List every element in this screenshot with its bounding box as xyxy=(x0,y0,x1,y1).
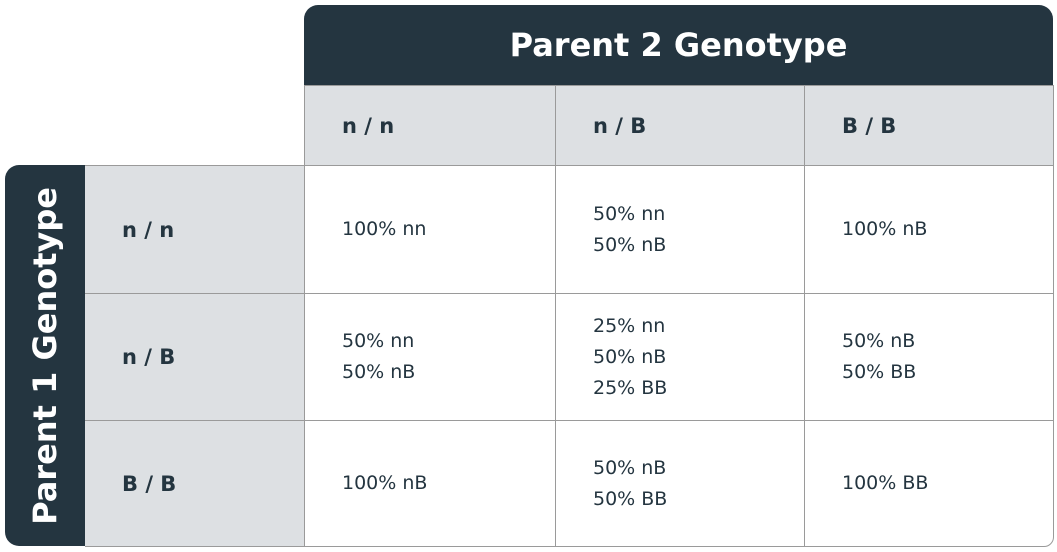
cell-line: 50% nB xyxy=(593,233,667,256)
cell-line: 100% BB xyxy=(842,472,929,494)
cell-line: 50% nn xyxy=(342,330,415,352)
cell-line: 100% nn xyxy=(342,218,427,240)
table-cell: 50% nn 50% nB xyxy=(304,293,556,421)
table-cell: 50% nn 50% nB xyxy=(555,165,805,294)
row-title: Parent 1 Genotype xyxy=(26,186,64,525)
table-cell: 100% nn xyxy=(304,165,556,294)
table-cell: 50% nB 50% BB xyxy=(555,420,805,547)
cell-line: 50% BB xyxy=(842,361,917,383)
column-header: n / n xyxy=(304,85,556,166)
cell-line: 50% nB xyxy=(593,345,667,368)
row-header: n / n xyxy=(85,165,305,294)
column-header: B / B xyxy=(804,85,1054,166)
table-cell: 25% nn 50% nB 25% BB xyxy=(555,293,805,421)
cell-line: 50% nn xyxy=(593,202,666,225)
cell-line: 25% nn xyxy=(593,314,666,337)
column-header: n / B xyxy=(555,85,805,166)
row-header: n / B xyxy=(85,293,305,421)
column-title: Parent 2 Genotype xyxy=(304,5,1053,85)
cell-line: 100% nB xyxy=(842,218,928,240)
table-cell: 100% BB xyxy=(804,420,1054,547)
row-header: B / B xyxy=(85,420,305,547)
table-cell: 100% nB xyxy=(804,165,1054,294)
cell-line: 25% BB xyxy=(593,376,668,399)
cell-line: 50% BB xyxy=(593,487,668,510)
cell-line: 50% nB xyxy=(342,361,416,383)
table-cell: 50% nB 50% BB xyxy=(804,293,1054,421)
cell-line: 100% nB xyxy=(342,472,428,494)
row-title-box: Parent 1 Genotype xyxy=(5,165,85,546)
table-cell: 100% nB xyxy=(304,420,556,547)
cell-line: 50% nB xyxy=(593,456,667,479)
cell-line: 50% nB xyxy=(842,330,916,352)
